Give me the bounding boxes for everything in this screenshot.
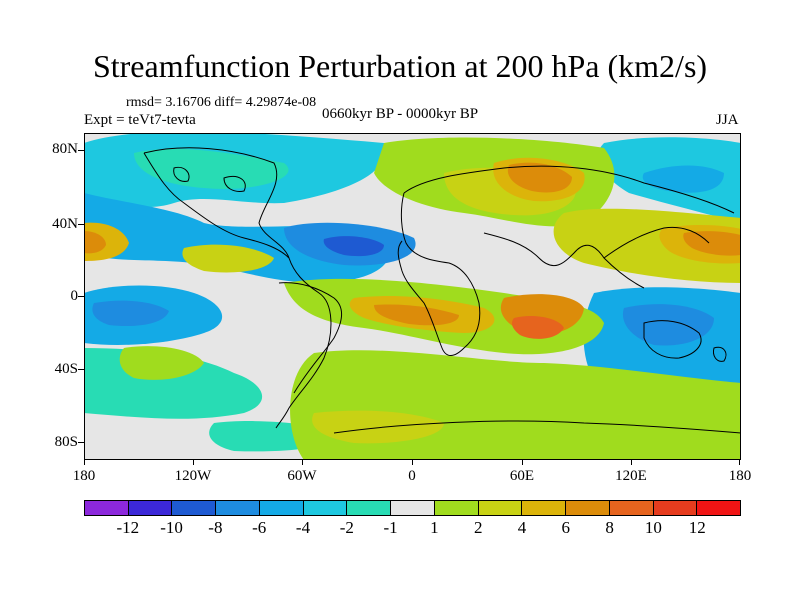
- colorbar-bin: [697, 501, 741, 515]
- lat-tick: [78, 442, 84, 443]
- lon-label-60w: 60W: [287, 468, 317, 484]
- colorbar-bin: [128, 501, 173, 515]
- lon-label-120e: 120E: [615, 468, 647, 484]
- lat-label-80n: 80N: [52, 141, 78, 157]
- lon-tick: [302, 459, 303, 465]
- lat-label-40n: 40N: [52, 216, 78, 232]
- map-canvas: [84, 133, 741, 460]
- colorbar-bin: [347, 501, 392, 515]
- period-label: 0660kyr BP - 0000kyr BP: [322, 106, 479, 122]
- colorbar-bin: [653, 501, 698, 515]
- lon-tick: [522, 459, 523, 465]
- lon-label-60e: 60E: [509, 468, 535, 484]
- colorbar-label: -1: [383, 518, 398, 537]
- rmsd-diff-stats: rmsd= 3.16706 diff= 4.29874e-08: [126, 95, 317, 110]
- contour-field: [84, 133, 741, 460]
- colorbar-label: -10: [160, 518, 183, 537]
- colorbar-labels: -12 -10 -8 -6 -4 -2 -1 1 2 4 6 8 10 12: [84, 518, 741, 540]
- colorbar-bin: [609, 501, 654, 515]
- colorbar-label: 6: [561, 518, 571, 537]
- lat-tick: [78, 369, 84, 370]
- colorbar-bin: [391, 501, 435, 515]
- colorbar-label: 8: [605, 518, 614, 537]
- colorbar-label: -4: [295, 518, 311, 537]
- season-label: JJA: [716, 112, 739, 128]
- lon-label-180w: 180: [72, 468, 96, 484]
- experiment-label: Expt = teVt7-tevta: [84, 112, 196, 128]
- lon-label-180e: 180: [728, 468, 752, 484]
- lon-tick: [412, 459, 413, 465]
- lat-label-40s: 40S: [54, 361, 78, 377]
- colorbar-label: -6: [252, 518, 267, 537]
- colorbar-label: 1: [430, 518, 439, 537]
- colorbar-label: -2: [339, 518, 354, 537]
- coastlines: [143, 147, 741, 434]
- lat-label-0: 0: [70, 288, 79, 304]
- colorbar-bin: [566, 501, 610, 515]
- colorbar-bin: [85, 501, 129, 515]
- lon-label-120w: 120W: [174, 468, 212, 484]
- colorbar-bin: [522, 501, 567, 515]
- colorbar-label: 2: [473, 518, 483, 537]
- lat-tick: [78, 296, 84, 297]
- colorbar-label: 12: [688, 518, 706, 537]
- colorbar-label: 10: [644, 518, 662, 537]
- colorbar: [84, 500, 741, 516]
- lon-tick: [739, 459, 740, 465]
- map-frame: [84, 133, 741, 460]
- lat-label-80s: 80S: [54, 434, 78, 450]
- colorbar-label: -8: [208, 518, 223, 537]
- lat-tick: [78, 224, 84, 225]
- colorbar-bin: [216, 501, 260, 515]
- colorbar-bin: [172, 501, 217, 515]
- lon-label-0: 0: [408, 468, 416, 484]
- colorbar-bin: [478, 501, 523, 515]
- colorbar-label: 4: [517, 518, 527, 537]
- lon-tick: [193, 459, 194, 465]
- lon-tick: [631, 459, 632, 465]
- colorbar-bin: [434, 501, 479, 515]
- plot-title: Streamfunction Perturbation at 200 hPa (…: [92, 48, 708, 84]
- lon-tick: [84, 459, 85, 465]
- lat-tick: [78, 150, 84, 151]
- streamfunction-map: [84, 133, 741, 460]
- colorbar-label: -12: [116, 518, 140, 537]
- colorbar-bin: [303, 501, 348, 515]
- colorbar-bin: [259, 501, 304, 515]
